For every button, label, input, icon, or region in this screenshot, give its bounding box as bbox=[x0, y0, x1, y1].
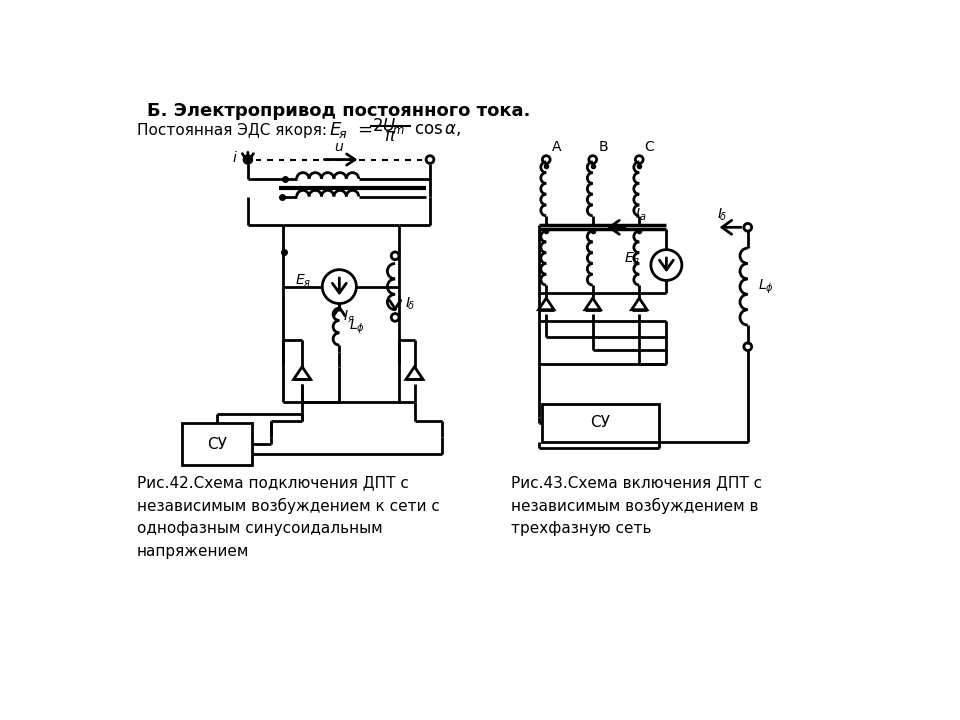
Circle shape bbox=[636, 156, 643, 163]
Text: C: C bbox=[645, 140, 655, 154]
Text: Рис.42.Схема подключения ДПТ с
независимым возбуждением к сети с
однофазным сину: Рис.42.Схема подключения ДПТ с независим… bbox=[137, 475, 440, 559]
Text: СУ: СУ bbox=[590, 415, 611, 431]
Polygon shape bbox=[539, 298, 554, 310]
Text: $E_{\mathit{я}}$: $E_{\mathit{я}}$ bbox=[295, 272, 311, 289]
Polygon shape bbox=[585, 298, 601, 310]
Text: $=$: $=$ bbox=[354, 120, 372, 138]
Circle shape bbox=[392, 313, 399, 321]
Text: $I_{\mathit{а}}$: $I_{\mathit{а}}$ bbox=[636, 207, 647, 222]
Polygon shape bbox=[406, 366, 423, 379]
Text: $u$: $u$ bbox=[334, 140, 345, 154]
Circle shape bbox=[542, 156, 550, 163]
Circle shape bbox=[323, 270, 356, 304]
Text: $2U_{\!m}$: $2U_{\!m}$ bbox=[372, 116, 405, 135]
Text: Б. Электропривод постоянного тока.: Б. Электропривод постоянного тока. bbox=[147, 102, 531, 120]
Bar bbox=[182, 423, 252, 465]
Text: A: A bbox=[552, 140, 562, 154]
Text: Рис.43.Схема включения ДПТ с
независимым возбуждением в
трехфазную сеть: Рис.43.Схема включения ДПТ с независимым… bbox=[512, 475, 762, 536]
Text: B: B bbox=[598, 140, 608, 154]
Polygon shape bbox=[294, 366, 311, 379]
Circle shape bbox=[588, 156, 596, 163]
Circle shape bbox=[392, 252, 399, 260]
Text: $i$: $i$ bbox=[232, 150, 238, 165]
Text: $\cos\alpha,$: $\cos\alpha,$ bbox=[415, 120, 462, 138]
Text: $I_{\!\delta}$: $I_{\!\delta}$ bbox=[717, 207, 727, 222]
Circle shape bbox=[244, 156, 252, 163]
Text: $E_{\mathit{я}}$: $E_{\mathit{я}}$ bbox=[624, 251, 641, 267]
Text: $I_{\!\delta}$: $I_{\!\delta}$ bbox=[405, 295, 416, 312]
Text: $I_{\mathit{я}}$: $I_{\mathit{я}}$ bbox=[344, 308, 355, 325]
Text: $\pi$: $\pi$ bbox=[383, 127, 396, 145]
Circle shape bbox=[426, 156, 434, 163]
Circle shape bbox=[744, 223, 752, 231]
Text: $L_{\phi}$: $L_{\phi}$ bbox=[757, 277, 774, 296]
Text: $E_{\!\mathit{я}}$: $E_{\!\mathit{я}}$ bbox=[329, 120, 348, 140]
Text: Постоянная ЭДС якоря:: Постоянная ЭДС якоря: bbox=[137, 122, 327, 138]
Circle shape bbox=[744, 343, 752, 351]
Polygon shape bbox=[632, 298, 647, 310]
Circle shape bbox=[651, 250, 682, 280]
Text: СУ: СУ bbox=[207, 437, 227, 452]
Text: $L_{\phi}$: $L_{\phi}$ bbox=[348, 318, 365, 336]
Bar bbox=[542, 404, 659, 442]
